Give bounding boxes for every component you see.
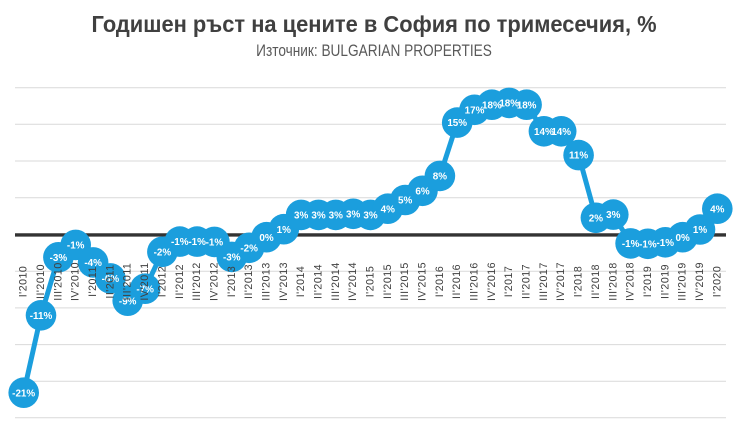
svg-text:4%: 4% <box>381 204 395 215</box>
svg-text:1%: 1% <box>277 225 291 236</box>
svg-text:I'2010: I'2010 <box>18 266 30 298</box>
svg-text:15%: 15% <box>447 118 467 129</box>
svg-text:I'2017: I'2017 <box>503 266 515 298</box>
svg-text:-1%: -1% <box>657 238 675 249</box>
svg-text:18%: 18% <box>482 100 502 111</box>
svg-text:I'2018: I'2018 <box>573 266 585 298</box>
svg-text:-1%: -1% <box>171 237 189 248</box>
svg-text:11%: 11% <box>569 151 588 162</box>
svg-text:-4%: -4% <box>84 258 102 269</box>
svg-text:IV'2015: IV'2015 <box>417 262 429 301</box>
svg-text:III'2014: III'2014 <box>330 262 342 300</box>
svg-text:2%: 2% <box>589 213 603 224</box>
svg-text:14%: 14% <box>551 127 571 138</box>
svg-text:-6%: -6% <box>102 274 120 285</box>
svg-text:3%: 3% <box>346 209 360 220</box>
svg-text:-1%: -1% <box>188 237 206 248</box>
svg-text:3%: 3% <box>311 211 325 222</box>
svg-text:-2%: -2% <box>154 247 172 258</box>
svg-text:II'2018: II'2018 <box>590 264 602 299</box>
svg-text:18%: 18% <box>499 99 519 110</box>
svg-text:1%: 1% <box>693 225 707 236</box>
svg-text:14%: 14% <box>534 127 554 138</box>
svg-text:III'2013: III'2013 <box>261 262 273 300</box>
svg-text:3%: 3% <box>363 211 377 222</box>
svg-text:-1%: -1% <box>622 239 640 250</box>
svg-text:IV'2016: IV'2016 <box>486 262 498 301</box>
svg-text:I'2011: I'2011 <box>87 266 99 297</box>
svg-text:IV'2013: IV'2013 <box>278 262 290 301</box>
svg-text:IV'2018: IV'2018 <box>625 262 637 301</box>
svg-text:II'2019: II'2019 <box>659 264 671 299</box>
svg-text:II'2014: II'2014 <box>313 264 325 299</box>
svg-text:I'2012: I'2012 <box>156 266 168 298</box>
svg-text:III'2012: III'2012 <box>191 262 203 300</box>
svg-text:II'2013: II'2013 <box>243 264 255 299</box>
svg-text:III'2011: III'2011 <box>122 263 134 301</box>
svg-text:0%: 0% <box>259 233 273 244</box>
svg-text:II'2011: II'2011 <box>104 264 116 298</box>
svg-text:-21%: -21% <box>12 388 35 399</box>
svg-text:-2%: -2% <box>240 243 258 254</box>
svg-text:I'2015: I'2015 <box>365 266 377 298</box>
svg-text:II'2010: II'2010 <box>35 264 47 299</box>
svg-text:6%: 6% <box>415 186 429 197</box>
svg-text:IV'2019: IV'2019 <box>694 262 706 301</box>
svg-text:I'2016: I'2016 <box>434 266 446 298</box>
svg-text:II'2012: II'2012 <box>174 264 186 299</box>
svg-text:18%: 18% <box>517 100 537 111</box>
svg-text:-1%: -1% <box>639 239 657 250</box>
svg-text:IV'2012: IV'2012 <box>208 262 220 301</box>
svg-text:-9%: -9% <box>119 296 137 307</box>
svg-text:-7%: -7% <box>136 284 154 295</box>
svg-text:I'2020: I'2020 <box>711 266 723 298</box>
svg-text:-3%: -3% <box>223 253 241 264</box>
svg-text:III'2015: III'2015 <box>399 262 411 300</box>
svg-text:8%: 8% <box>433 172 447 183</box>
svg-text:5%: 5% <box>398 196 412 207</box>
svg-text:-1%: -1% <box>67 241 85 252</box>
svg-text:IV'2010: IV'2010 <box>70 262 82 301</box>
svg-text:III'2019: III'2019 <box>677 262 689 300</box>
svg-text:0%: 0% <box>675 233 689 244</box>
svg-text:II'2016: II'2016 <box>451 264 463 299</box>
svg-text:-3%: -3% <box>50 253 68 264</box>
svg-text:-1%: -1% <box>206 238 224 249</box>
svg-text:I'2014: I'2014 <box>295 266 307 298</box>
svg-text:III'2017: III'2017 <box>538 262 550 300</box>
svg-text:3%: 3% <box>294 211 308 222</box>
svg-text:IV'2017: IV'2017 <box>555 262 567 301</box>
svg-text:I'2019: I'2019 <box>642 266 654 298</box>
svg-text:I'2013: I'2013 <box>226 266 238 298</box>
svg-text:IV'2011: IV'2011 <box>139 262 151 300</box>
svg-text:III'2016: III'2016 <box>469 262 481 300</box>
svg-text:3%: 3% <box>606 210 620 221</box>
svg-text:-11%: -11% <box>30 311 53 322</box>
svg-text:IV'2014: IV'2014 <box>347 262 359 301</box>
svg-text:II'2015: II'2015 <box>382 264 394 299</box>
svg-text:III'2010: III'2010 <box>52 262 64 300</box>
svg-text:3%: 3% <box>329 211 343 222</box>
svg-text:III'2018: III'2018 <box>607 262 619 300</box>
svg-text:17%: 17% <box>465 105 485 116</box>
svg-text:II'2017: II'2017 <box>521 264 533 299</box>
svg-text:4%: 4% <box>710 204 724 215</box>
